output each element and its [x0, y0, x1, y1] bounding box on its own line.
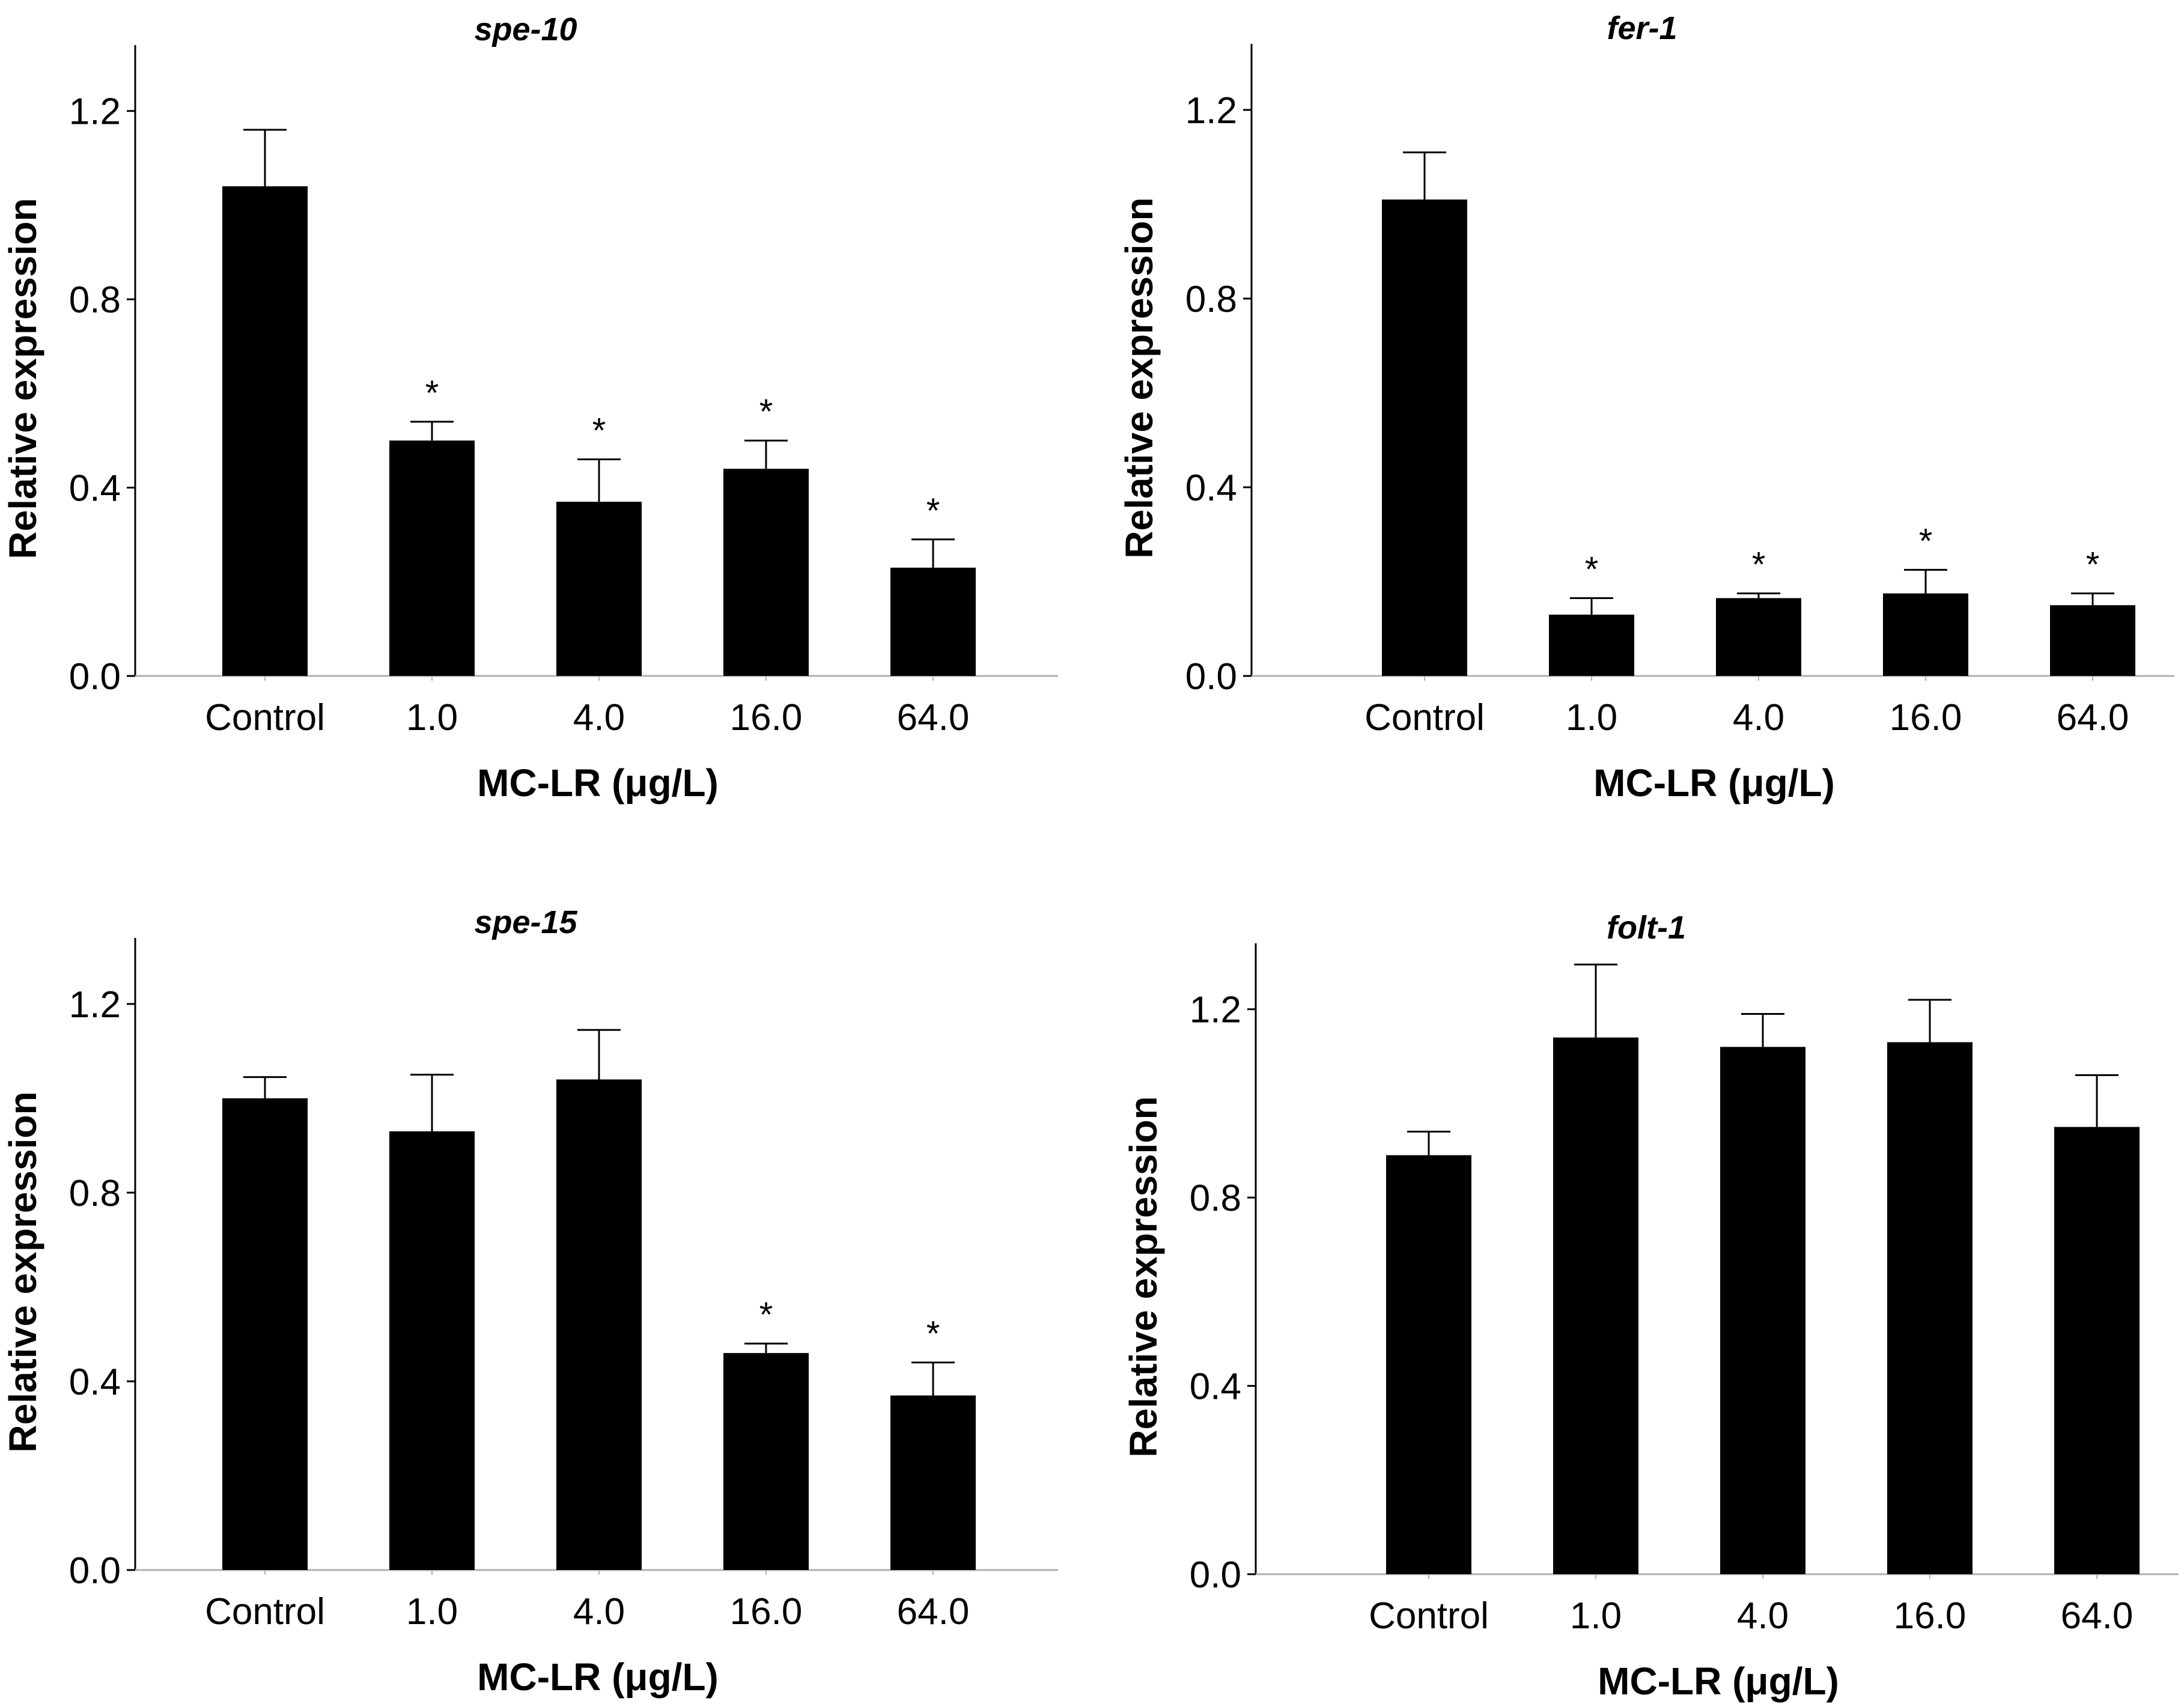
category-label-control: Control [205, 1591, 325, 1632]
panel-folt-1: folt-1 0.0 0.4 0.8 1.2 Relative expression Con… [1122, 910, 2179, 1703]
y-tick-label-0-4: 0.4 [69, 468, 121, 510]
y-axis-label: Relative expression [1, 198, 44, 559]
significance-marker-4-0: * [1752, 546, 1766, 585]
bar-control [1386, 1155, 1471, 1574]
y-tick-label-0-4: 0.4 [1185, 467, 1237, 509]
bar-16-0 [723, 469, 809, 676]
bar-64-0 [890, 567, 976, 676]
y-tick-label-1-2: 1.2 [1185, 90, 1237, 132]
category-label-1-0: 1.0 [406, 697, 458, 738]
category-label-1-0: 1.0 [1570, 1595, 1622, 1637]
bar-4-0 [556, 1079, 642, 1570]
y-tick-label-1-2: 1.2 [1190, 990, 1241, 1031]
y-tick-label-0-0: 0.0 [69, 656, 121, 698]
significance-marker-16-0: * [759, 1295, 773, 1334]
y-tick-label-0-8: 0.8 [69, 279, 121, 321]
category-label-16-0: 16.0 [1894, 1595, 1967, 1637]
y-tick-label-0-8: 0.8 [1185, 279, 1237, 320]
significance-marker-1-0: * [1585, 550, 1599, 589]
bar-16-0 [1883, 593, 1968, 676]
category-label-4-0: 4.0 [573, 697, 625, 738]
category-label-4-0: 4.0 [1733, 697, 1784, 738]
bar-control [1382, 199, 1467, 677]
bar-1-0 [389, 440, 475, 676]
x-axis-label: MC-LR (μg/L) [1593, 761, 1835, 805]
category-label-control: Control [205, 697, 325, 738]
bar-1-0 [1549, 614, 1634, 676]
category-label-16-0: 16.0 [730, 697, 803, 738]
bar-64-0 [2054, 1127, 2140, 1574]
significance-marker-64-0: * [2086, 546, 2100, 585]
chart-title: folt-1 [1607, 910, 1686, 946]
y-tick-label-0-0: 0.0 [1190, 1554, 1241, 1596]
bar-4-0 [1720, 1047, 1805, 1574]
category-label-control: Control [1364, 697, 1485, 738]
category-label-64-0: 64.0 [897, 1591, 970, 1632]
bar-64-0 [890, 1395, 976, 1570]
chart-title: spe-10 [474, 11, 577, 47]
bar-control [222, 1098, 308, 1570]
category-label-16-0: 16.0 [1890, 697, 1962, 738]
bar-16-0 [1887, 1042, 1973, 1574]
y-tick-label-0-8: 0.8 [1190, 1178, 1241, 1219]
y-tick-label-0-4: 0.4 [69, 1362, 121, 1403]
y-tick-label-1-2: 1.2 [69, 984, 121, 1026]
significance-marker-64-0: * [926, 1315, 940, 1354]
category-label-1-0: 1.0 [406, 1591, 458, 1632]
significance-marker-16-0: * [759, 392, 773, 431]
x-axis-label: MC-LR (μg/L) [477, 1655, 719, 1699]
bar-1-0 [1553, 1037, 1638, 1574]
category-label-4-0: 4.0 [1737, 1595, 1789, 1637]
category-label-control: Control [1369, 1595, 1489, 1637]
panel-fer-1: fer-1 0.0 0.4 0.8 1.2 Relative expression Cont… [1118, 10, 2174, 805]
significance-marker-4-0: * [592, 412, 606, 451]
category-label-64-0: 64.0 [2057, 697, 2129, 738]
y-axis-label: Relative expression [1122, 1096, 1165, 1457]
bar-control [222, 186, 308, 677]
x-axis-label: MC-LR (μg/L) [477, 761, 719, 805]
bar-4-0 [1716, 598, 1801, 676]
y-axis-label: Relative expression [1, 1091, 44, 1452]
y-tick-label-0-8: 0.8 [69, 1173, 121, 1214]
category-label-64-0: 64.0 [897, 697, 970, 738]
bar-4-0 [556, 502, 642, 676]
category-label-64-0: 64.0 [2061, 1595, 2134, 1637]
y-axis-label: Relative expression [1118, 197, 1161, 558]
category-label-16-0: 16.0 [730, 1591, 803, 1632]
significance-marker-64-0: * [926, 491, 940, 531]
significance-marker-1-0: * [425, 374, 439, 413]
panel-spe-15: spe-15 0.0 0.4 0.8 1.2 Relative expression Con… [1, 904, 1058, 1699]
bar-16-0 [723, 1353, 809, 1570]
category-label-1-0: 1.0 [1566, 697, 1617, 738]
category-label-4-0: 4.0 [573, 1591, 625, 1632]
significance-marker-16-0: * [1919, 522, 1933, 561]
y-tick-label-0-0: 0.0 [1185, 656, 1237, 698]
y-tick-label-1-2: 1.2 [69, 91, 121, 133]
panel-spe-10: spe-10 0.0 0.4 0.8 1.2 Relative expression Con… [1, 11, 1058, 805]
y-tick-label-0-0: 0.0 [69, 1550, 121, 1592]
bar-64-0 [2050, 605, 2135, 676]
x-axis-label: MC-LR (μg/L) [1598, 1660, 1839, 1703]
chart-title: fer-1 [1607, 10, 1677, 46]
y-tick-label-0-4: 0.4 [1190, 1366, 1241, 1408]
bar-1-0 [389, 1131, 475, 1570]
chart-title: spe-15 [474, 904, 577, 940]
